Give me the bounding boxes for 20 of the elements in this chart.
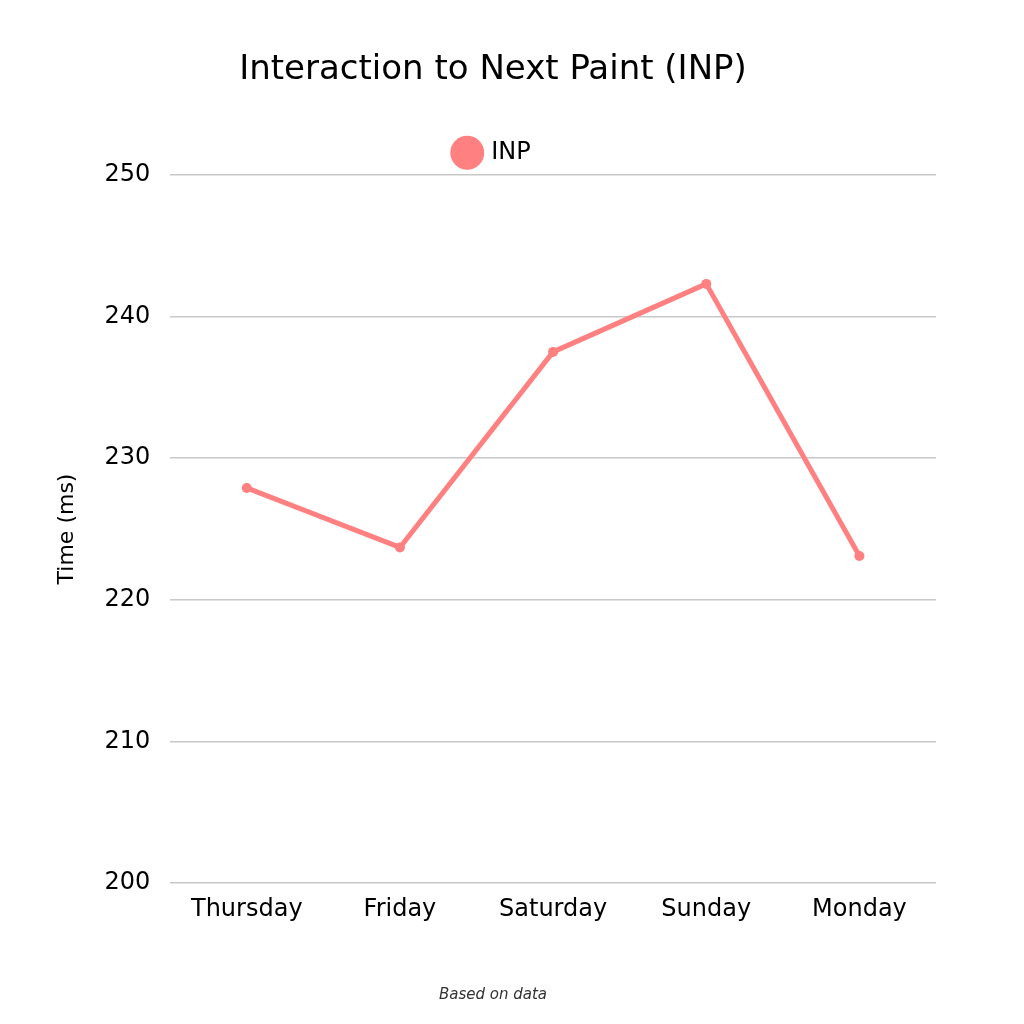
x-tick-label: Monday	[812, 893, 907, 922]
point	[548, 346, 559, 357]
x-tick-label: Sunday	[661, 893, 752, 922]
y-tick-label: 210	[104, 725, 151, 754]
point	[241, 482, 252, 493]
legend-label: INP	[491, 137, 531, 166]
point	[854, 550, 865, 561]
point	[701, 278, 712, 289]
y-axis-title: Time (ms)	[52, 473, 78, 586]
y-tick-label: 230	[104, 442, 151, 471]
text: Based on data	[438, 984, 548, 1003]
x-tick-label: Saturday	[499, 893, 608, 922]
y-tick-label: 220	[104, 584, 151, 613]
y-tick-label: 250	[104, 159, 151, 188]
y-tick-label: 240	[104, 300, 151, 329]
x-tick-label: Friday	[363, 893, 437, 922]
y-tick-label: 200	[104, 867, 151, 896]
x-tick-label: Thursday	[189, 893, 303, 922]
point	[394, 542, 405, 553]
chart-title: Interaction to Next Paint (INP)	[239, 47, 747, 88]
